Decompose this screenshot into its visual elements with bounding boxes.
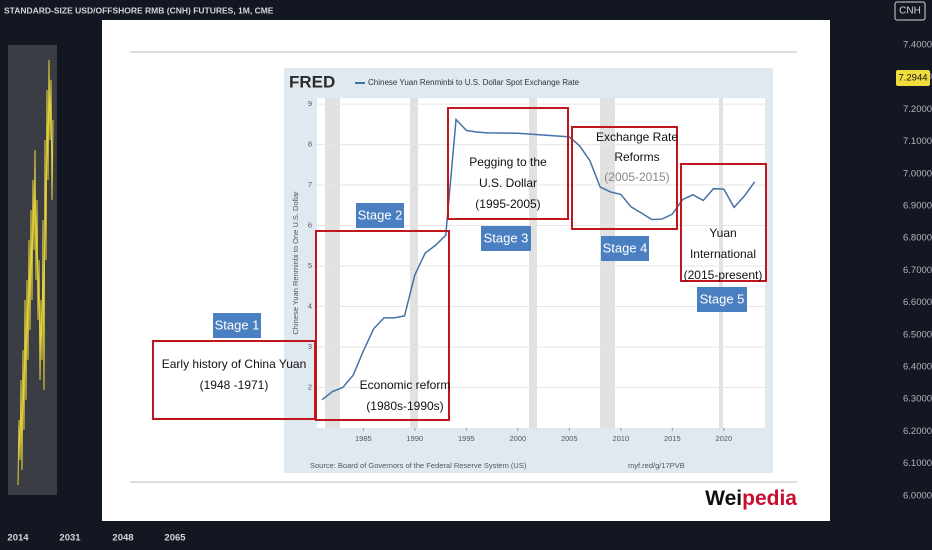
y-tick-label: 3	[308, 342, 312, 351]
currency[interactable]: CNH	[899, 6, 921, 17]
y-tick-label: 2	[308, 382, 312, 391]
annotation-text: Exchange Rate	[596, 130, 678, 144]
y-tick-label: 7	[308, 180, 312, 189]
data-line	[321, 117, 756, 401]
time-label: 2065	[164, 533, 186, 544]
stage-label: Stage 1	[215, 317, 260, 332]
stage-badge	[697, 287, 747, 312]
time-label: 2014	[7, 533, 29, 544]
price-axis: 7.40007.30007.20007.10007.00006.90006.80…	[7, 40, 932, 544]
annotation-text: Economic reform	[360, 378, 451, 392]
watermark: Weipedia	[705, 487, 797, 510]
watermark-part: pedia	[742, 487, 797, 510]
y-tick-label: 5	[308, 261, 312, 270]
x-tick-label: 2010	[612, 434, 629, 443]
price-label: 6.1000	[903, 458, 932, 469]
price-label: 7.4000	[903, 40, 932, 51]
recession-band	[410, 98, 418, 428]
annotation-box	[680, 163, 767, 282]
x-tick-label: 1990	[406, 434, 423, 443]
y-tick-label: 9	[308, 99, 312, 108]
time-label: 2031	[59, 533, 81, 544]
price-label: 6.3000	[903, 394, 932, 405]
annotation-text: U.S. Dollar	[479, 176, 537, 190]
price-candles	[17, 59, 54, 486]
price-label: 7.0000	[903, 168, 932, 179]
annotation-text: Early history of China Yuan	[162, 357, 307, 371]
annotation-text: (1980s-1990s)	[366, 399, 443, 413]
x-tick-label: 2020	[715, 434, 732, 443]
stage-label: Stage 2	[358, 207, 403, 222]
stage-label: Stage 3	[484, 230, 529, 245]
watermark-part: Wei	[705, 487, 742, 510]
stage-badge	[356, 203, 404, 228]
annotation-text: (1948 -1971)	[200, 378, 269, 392]
recession-band	[529, 98, 537, 428]
annotations: Early history of China Yuan (1948 -1971) S…	[152, 107, 767, 421]
stage-label: Stage 5	[700, 291, 745, 306]
last-price: 7.2944	[898, 73, 927, 84]
annotation-text: Yuan	[709, 226, 736, 240]
currency-box[interactable]	[894, 1, 926, 21]
stage-badge	[601, 236, 649, 261]
legend-label: Chinese Yuan Renminbi to U.S. Dollar Spo…	[368, 78, 580, 87]
y-tick-label: 8	[308, 140, 312, 149]
annotation-text: Reforms	[614, 150, 659, 164]
annotation-text: Pegging to the	[469, 155, 547, 169]
price-label: 6.6000	[903, 297, 932, 308]
annotation-text: (2015-present)	[684, 268, 763, 282]
stage-badge	[481, 226, 531, 251]
last-price-box	[896, 70, 930, 86]
annotation-box	[447, 107, 569, 220]
price-label: 6.0000	[903, 490, 932, 501]
stage-badge	[213, 313, 261, 338]
annotation-text: International	[690, 247, 756, 261]
price-label: 6.5000	[903, 329, 932, 340]
y-tick-label: 4	[308, 302, 312, 311]
recession-band	[600, 98, 615, 428]
y-tick-label: 6	[308, 221, 312, 230]
fred-chart: 2 3 4 5 6 7 8 9 1985 1990 1995 2000 2005 2010 2015 2020	[308, 99, 765, 443]
annotation-text: (1995-2005)	[475, 197, 540, 211]
annotation-text: (2005-2015)	[604, 170, 669, 184]
price-label: 6.2000	[903, 426, 932, 437]
fred-logo: FRED	[289, 72, 335, 91]
price-label: 7.2000	[903, 104, 932, 115]
price-label: 7.1000	[903, 136, 932, 147]
source: Source: Board of Governors of the Federa…	[310, 461, 527, 470]
x-tick-label: 1995	[458, 434, 475, 443]
price-label: 6.8000	[903, 233, 932, 244]
x-tick-label: 1985	[355, 434, 372, 443]
price-label: 6.7000	[903, 265, 932, 276]
x-tick-label: 2015	[664, 434, 681, 443]
annotation-box	[571, 126, 678, 230]
symbol-title: STANDARD-SIZE USD/OFFSHORE RMB (CNH) FUT…	[4, 5, 274, 15]
y-axis-label: Chinese Yuan Renminbi to One U.S. Dollar	[291, 191, 300, 335]
recession-band	[325, 98, 340, 428]
stage-label: Stage 4	[603, 240, 648, 255]
annotation-box	[315, 230, 450, 421]
plot-area	[317, 98, 765, 428]
recession-band	[719, 98, 723, 428]
time-label: 2048	[112, 533, 133, 544]
price-label: 6.4000	[903, 362, 932, 373]
link: myf.red/g/17PVB	[628, 461, 685, 470]
x-tick-label: 2005	[561, 434, 578, 443]
x-tick-label: 2000	[509, 434, 526, 443]
price-label: 6.9000	[903, 201, 932, 212]
